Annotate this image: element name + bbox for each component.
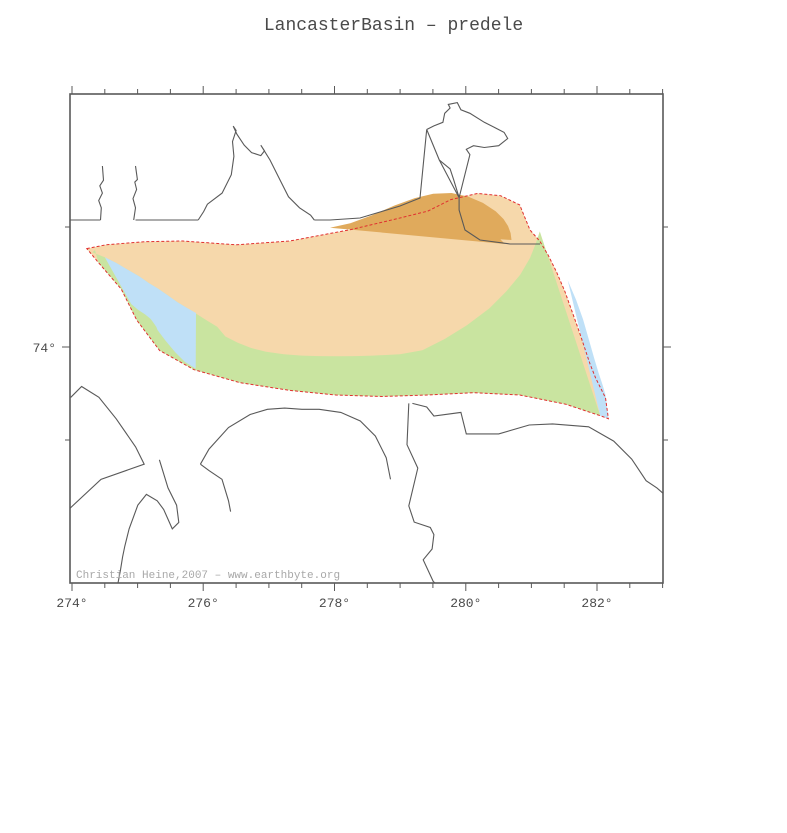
svg-text:276°: 276° xyxy=(188,596,219,611)
svg-text:282°: 282° xyxy=(581,596,612,611)
svg-text:278°: 278° xyxy=(319,596,350,611)
svg-text:Christian Heine,2007 – www.ear: Christian Heine,2007 – www.earthbyte.org xyxy=(76,570,340,582)
svg-text:74°: 74° xyxy=(33,341,56,356)
svg-text:280°: 280° xyxy=(450,596,481,611)
svg-text:274°: 274° xyxy=(56,596,87,611)
